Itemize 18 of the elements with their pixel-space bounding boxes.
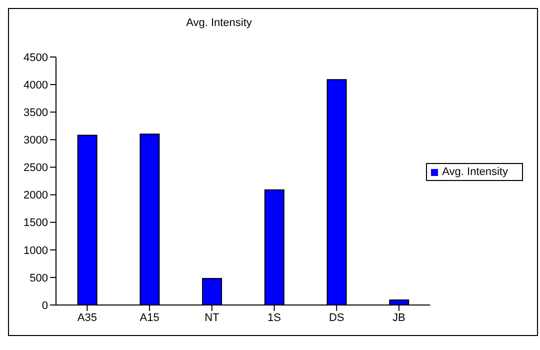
y-tick-label: 3500 bbox=[24, 107, 48, 120]
x-tick-label: DS bbox=[328, 312, 344, 324]
chart-title: Avg. Intensity bbox=[185, 17, 253, 29]
y-tick-label: 4500 bbox=[24, 52, 48, 64]
x-tick-label: 1S bbox=[268, 312, 281, 324]
x-tick-label: A35 bbox=[77, 312, 97, 324]
y-tick-label: 1500 bbox=[24, 217, 48, 230]
x-tick-label: JB bbox=[392, 312, 406, 324]
legend-label: Avg. Intensity bbox=[442, 166, 508, 178]
y-tick-label: 4000 bbox=[24, 79, 48, 92]
y-tick-label: 0 bbox=[42, 300, 48, 312]
y-tick-label: 2500 bbox=[24, 162, 48, 174]
y-tick-label: 2000 bbox=[24, 190, 48, 202]
y-tick-label: 3000 bbox=[24, 134, 48, 147]
y-tick-label: 1000 bbox=[24, 244, 48, 257]
x-tick-label: A15 bbox=[140, 312, 160, 324]
y-tick-label: 500 bbox=[30, 272, 48, 284]
x-tick-label: NT bbox=[204, 312, 220, 324]
